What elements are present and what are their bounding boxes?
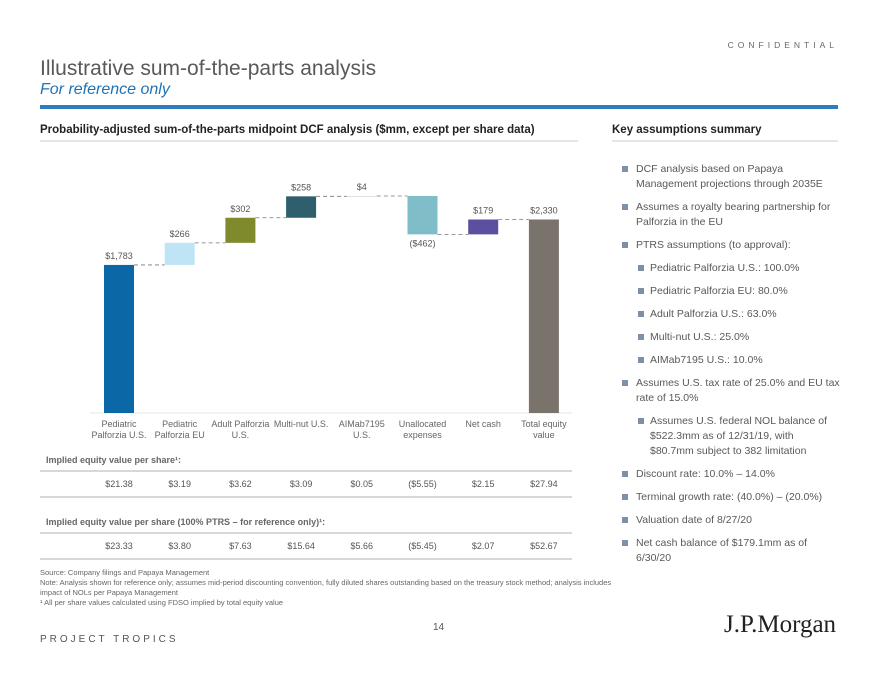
bullet-marker — [638, 357, 644, 363]
bullet-marker — [622, 380, 628, 386]
table-cell: $3.19 — [168, 479, 191, 489]
bullet-text: DCF analysis based on Papaya Management … — [636, 163, 823, 190]
bullet-item: DCF analysis based on Papaya Management … — [612, 162, 840, 192]
bar — [468, 219, 499, 235]
chart-title: Probability-adjusted sum-of-the-parts mi… — [40, 124, 535, 136]
x-tick-label: Pediatric Palforzia U.S. — [91, 419, 147, 440]
value-label: $1,783 — [105, 251, 133, 261]
bar — [225, 217, 256, 243]
page-number: 14 — [433, 622, 445, 633]
bullet-marker — [638, 311, 644, 317]
bullet-marker — [638, 288, 644, 294]
x-tick-label: Net cash — [465, 419, 501, 429]
x-tick-label: Multi-nut U.S. — [273, 419, 329, 429]
bullet-item: Assumes U.S. federal NOL balance of $522… — [612, 414, 840, 459]
bullet-text: PTRS assumptions (to approval): — [636, 239, 791, 251]
footnote: Source: Company filings and Papaya Manag… — [40, 568, 210, 577]
footnote: Note: Analysis shown for reference only;… — [40, 578, 612, 597]
value-label: $302 — [230, 204, 250, 214]
row-label: Implied equity value per share¹: — [46, 455, 182, 465]
bullet-text: Discount rate: 10.0% – 14.0% — [636, 468, 775, 480]
title-rule — [40, 105, 838, 109]
table-cell: $27.94 — [530, 479, 558, 489]
slide-title: Illustrative sum-of-the-parts analysis — [40, 57, 377, 80]
table-cell: $23.33 — [105, 541, 133, 551]
table-cell: $52.67 — [530, 541, 558, 551]
bullet-item: Discount rate: 10.0% – 14.0% — [612, 467, 840, 482]
value-label: $2,330 — [530, 206, 558, 216]
assumptions-list: DCF analysis based on Papaya Management … — [612, 162, 840, 574]
x-tick-label: AIMab7195 U.S. — [338, 419, 385, 440]
table-cell: $3.62 — [229, 479, 252, 489]
table-cell: $2.07 — [471, 541, 495, 551]
table-cell: $21.38 — [105, 479, 133, 489]
bullet-item: Pediatric Palforzia EU: 80.0% — [612, 284, 840, 299]
table-cell: ($5.55) — [408, 479, 437, 489]
bullet-item: Terminal growth rate: (40.0%) – (20.0%) — [612, 490, 840, 505]
bullet-item: Assumes a royalty bearing partnership fo… — [612, 200, 840, 230]
bullet-text: Pediatric Palforzia U.S.: 100.0% — [650, 262, 800, 274]
table-cell: $7.63 — [229, 541, 252, 551]
footnote: ¹ All per share values calculated using … — [40, 598, 284, 607]
table-cell: $15.64 — [287, 541, 315, 551]
bullet-text: Net cash balance of $179.1mm as of 6/30/… — [636, 537, 808, 564]
value-label: $266 — [170, 229, 190, 239]
logo: J.P.Morgan — [724, 611, 837, 638]
bar — [104, 264, 134, 413]
bullet-marker — [622, 540, 628, 546]
bullet-item: AIMab7195 U.S.: 10.0% — [612, 353, 840, 368]
bullet-text: Multi-nut U.S.: 25.0% — [650, 331, 750, 343]
bullet-text: Assumes U.S. tax rate of 25.0% and EU ta… — [636, 377, 840, 404]
bullet-marker — [622, 517, 628, 523]
bullet-item: Pediatric Palforzia U.S.: 100.0% — [612, 261, 840, 276]
table-cell: $3.09 — [289, 479, 313, 489]
slide-subtitle: For reference only — [40, 81, 170, 98]
bullet-text: Pediatric Palforzia EU: 80.0% — [650, 285, 788, 297]
bullet-text: Assumes a royalty bearing partnership fo… — [636, 201, 831, 228]
bullet-marker — [622, 242, 628, 248]
x-tick-label: Adult Palforzia U.S. — [211, 419, 270, 440]
assumptions-title: Key assumptions summary — [612, 124, 762, 136]
table-cell: $5.66 — [350, 541, 374, 551]
bullet-item: Net cash balance of $179.1mm as of 6/30/… — [612, 536, 840, 566]
bullet-item: Valuation date of 8/27/20 — [612, 513, 840, 528]
value-label: $4 — [357, 182, 367, 192]
table-cell: $0.05 — [350, 479, 374, 489]
table-cell: $2.15 — [471, 479, 495, 489]
bullet-text: Adult Palforzia U.S.: 63.0% — [650, 308, 777, 320]
bullet-marker — [638, 418, 644, 424]
bullet-item: Multi-nut U.S.: 25.0% — [612, 330, 840, 345]
table-cell: $3.80 — [168, 541, 191, 551]
bullet-text: AIMab7195 U.S.: 10.0% — [650, 354, 763, 366]
bullet-item: Assumes U.S. tax rate of 25.0% and EU ta… — [612, 376, 840, 406]
bullet-marker — [622, 471, 628, 477]
value-label: $258 — [291, 182, 311, 192]
bar — [528, 219, 559, 413]
value-label: ($462) — [409, 238, 435, 248]
footnotes: Source: Company filings and Papaya Manag… — [40, 568, 620, 608]
bullet-marker — [622, 166, 628, 172]
bullet-item: PTRS assumptions (to approval): — [612, 238, 840, 253]
bullet-marker — [622, 204, 628, 210]
project-name: PROJECT TROPICS — [40, 634, 179, 645]
bullet-marker — [638, 334, 644, 340]
bullet-text: Terminal growth rate: (40.0%) – (20.0%) — [636, 491, 823, 503]
bullet-item: Adult Palforzia U.S.: 63.0% — [612, 307, 840, 322]
bullet-text: Valuation date of 8/27/20 — [636, 514, 752, 526]
bar — [164, 242, 195, 265]
x-tick-label: Total equity value — [521, 419, 567, 440]
confidential: CONFIDENTIAL — [727, 40, 838, 50]
x-tick-label: Pediatric Palforzia EU — [154, 419, 205, 440]
bar — [286, 196, 317, 218]
bullet-marker — [622, 494, 628, 500]
row-label: Implied equity value per share (100% PTR… — [46, 517, 326, 527]
bullet-marker — [638, 265, 644, 271]
bullet-text: Assumes U.S. federal NOL balance of $522… — [650, 415, 828, 457]
value-label: $179 — [473, 206, 493, 216]
bar — [407, 196, 438, 235]
x-tick-label: Unallocated expenses — [398, 419, 447, 440]
table-cell: ($5.45) — [408, 541, 437, 551]
